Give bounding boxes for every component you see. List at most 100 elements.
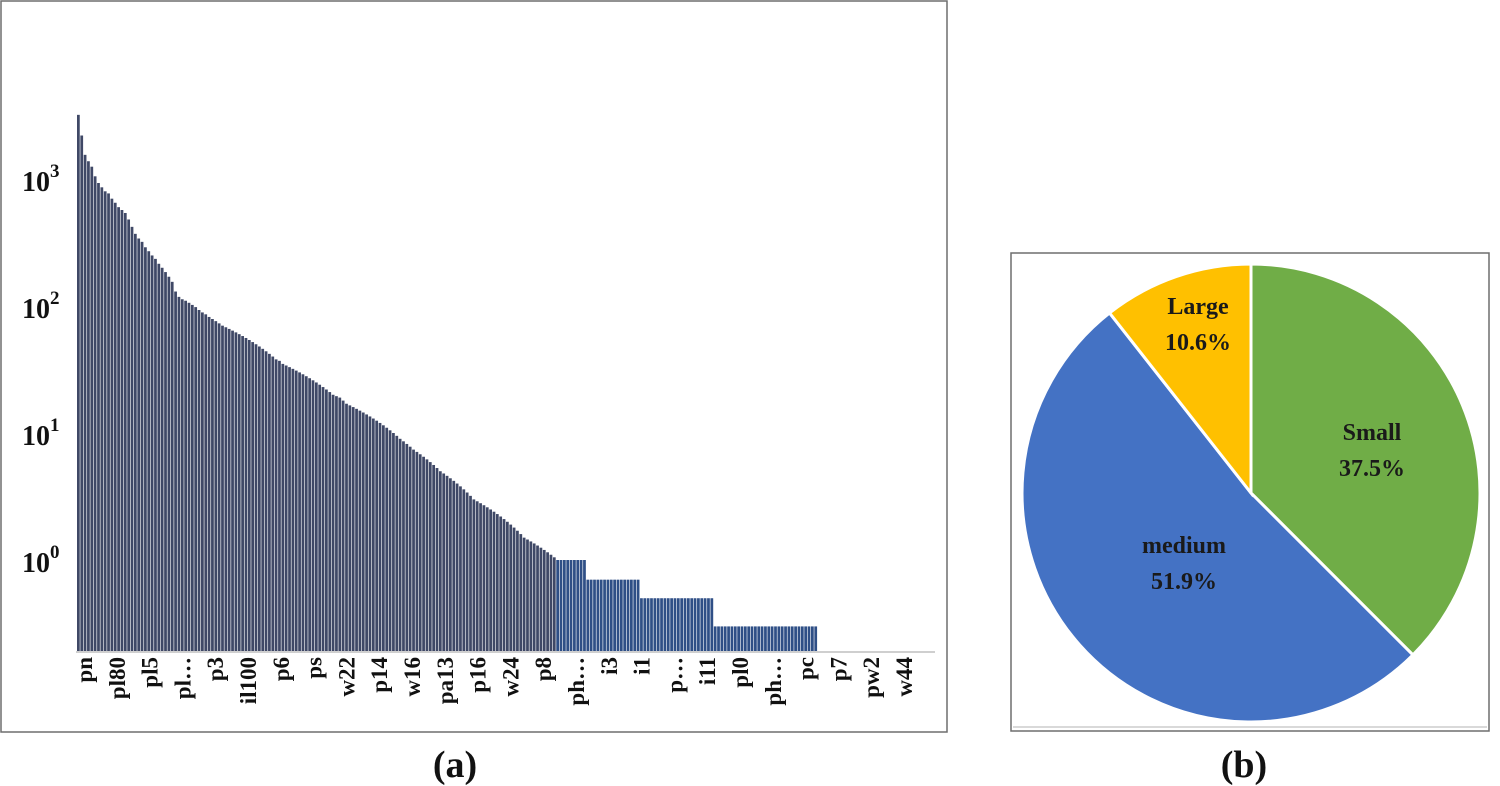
bar [398,438,402,652]
bar [656,598,660,652]
bar [472,499,476,652]
bar [810,626,814,652]
bar [640,598,643,652]
bar [237,334,241,652]
bar [556,560,560,652]
bar [475,501,479,652]
x-category-label: pw2 [859,657,884,698]
bar [217,323,221,652]
x-category-label: pl80 [105,657,130,699]
bar [231,330,234,652]
x-category-label: p3 [203,657,228,681]
bar [180,299,184,652]
bar [630,579,633,652]
bar [187,302,191,652]
x-category-label: il100 [236,657,261,704]
pie-slice-percent: 10.6% [1165,330,1231,356]
bar [388,430,392,652]
pie-chart-plot: Small 37.5% medium 51.9% Large 10.6% [1020,262,1482,724]
bar [499,516,503,652]
bar [727,626,730,652]
pie-slice-medium [1020,310,1416,724]
bar [619,579,623,652]
bar [154,258,157,652]
bar [77,114,80,653]
bar [355,408,358,652]
bar [341,400,345,652]
bar [754,626,757,652]
bar [100,187,104,652]
bar [361,412,365,652]
panel-label-a: (a) [433,744,477,786]
y-tick-label: 100 [22,542,60,579]
bar [348,405,352,652]
bar [593,579,596,652]
pie-slice-large [1107,262,1253,498]
bar [790,626,794,652]
bar [284,365,288,652]
bar [573,560,576,652]
bar [311,380,315,652]
bar [288,367,291,652]
bar [157,263,161,652]
bar [479,503,482,652]
bar [211,319,214,652]
bar [428,462,432,652]
bar [130,226,134,652]
y-tick-exponent: 1 [50,415,60,436]
pie-slice-percent: 51.9% [1151,569,1217,595]
bar [559,560,563,652]
bar [308,378,312,652]
x-category-label: ph… [761,657,786,706]
bar [800,626,804,652]
bar [392,433,395,652]
bar [97,183,100,652]
bar [425,459,429,652]
bar [609,579,613,652]
bar [415,451,419,652]
bar [606,579,610,652]
bar [502,519,506,652]
bar [747,626,751,652]
bar [814,626,818,652]
bar [298,372,301,652]
x-category-label: p14 [367,657,392,693]
bar [542,549,546,652]
x-category-label: w16 [400,657,425,697]
bar [241,336,244,652]
bar [757,626,761,652]
bar [375,420,379,652]
bar [660,598,663,652]
bar [194,307,198,652]
x-category-label: pl5 [138,657,163,688]
bar [144,247,147,652]
bar [767,626,771,652]
x-category-label: p6 [269,657,294,681]
bar [546,552,549,652]
bar [167,276,171,652]
bar [438,471,442,652]
x-category-label: pc [794,657,819,680]
bar [345,403,348,652]
bar [787,626,791,652]
bar [804,626,808,652]
y-tick-label: 101 [22,415,60,452]
bar [686,598,690,652]
bar [227,328,231,652]
bar [489,509,492,652]
bar [794,626,797,652]
bar [760,626,764,652]
bar [83,154,87,652]
bar [519,534,523,652]
bar [418,454,422,652]
bar [381,425,385,652]
y-tick-exponent: 0 [50,542,60,563]
bar [331,394,335,652]
bar [673,598,677,652]
x-category-label: p7 [826,657,851,681]
bar [452,480,456,652]
bar [184,300,187,652]
bar [506,521,509,652]
bar [103,191,107,652]
